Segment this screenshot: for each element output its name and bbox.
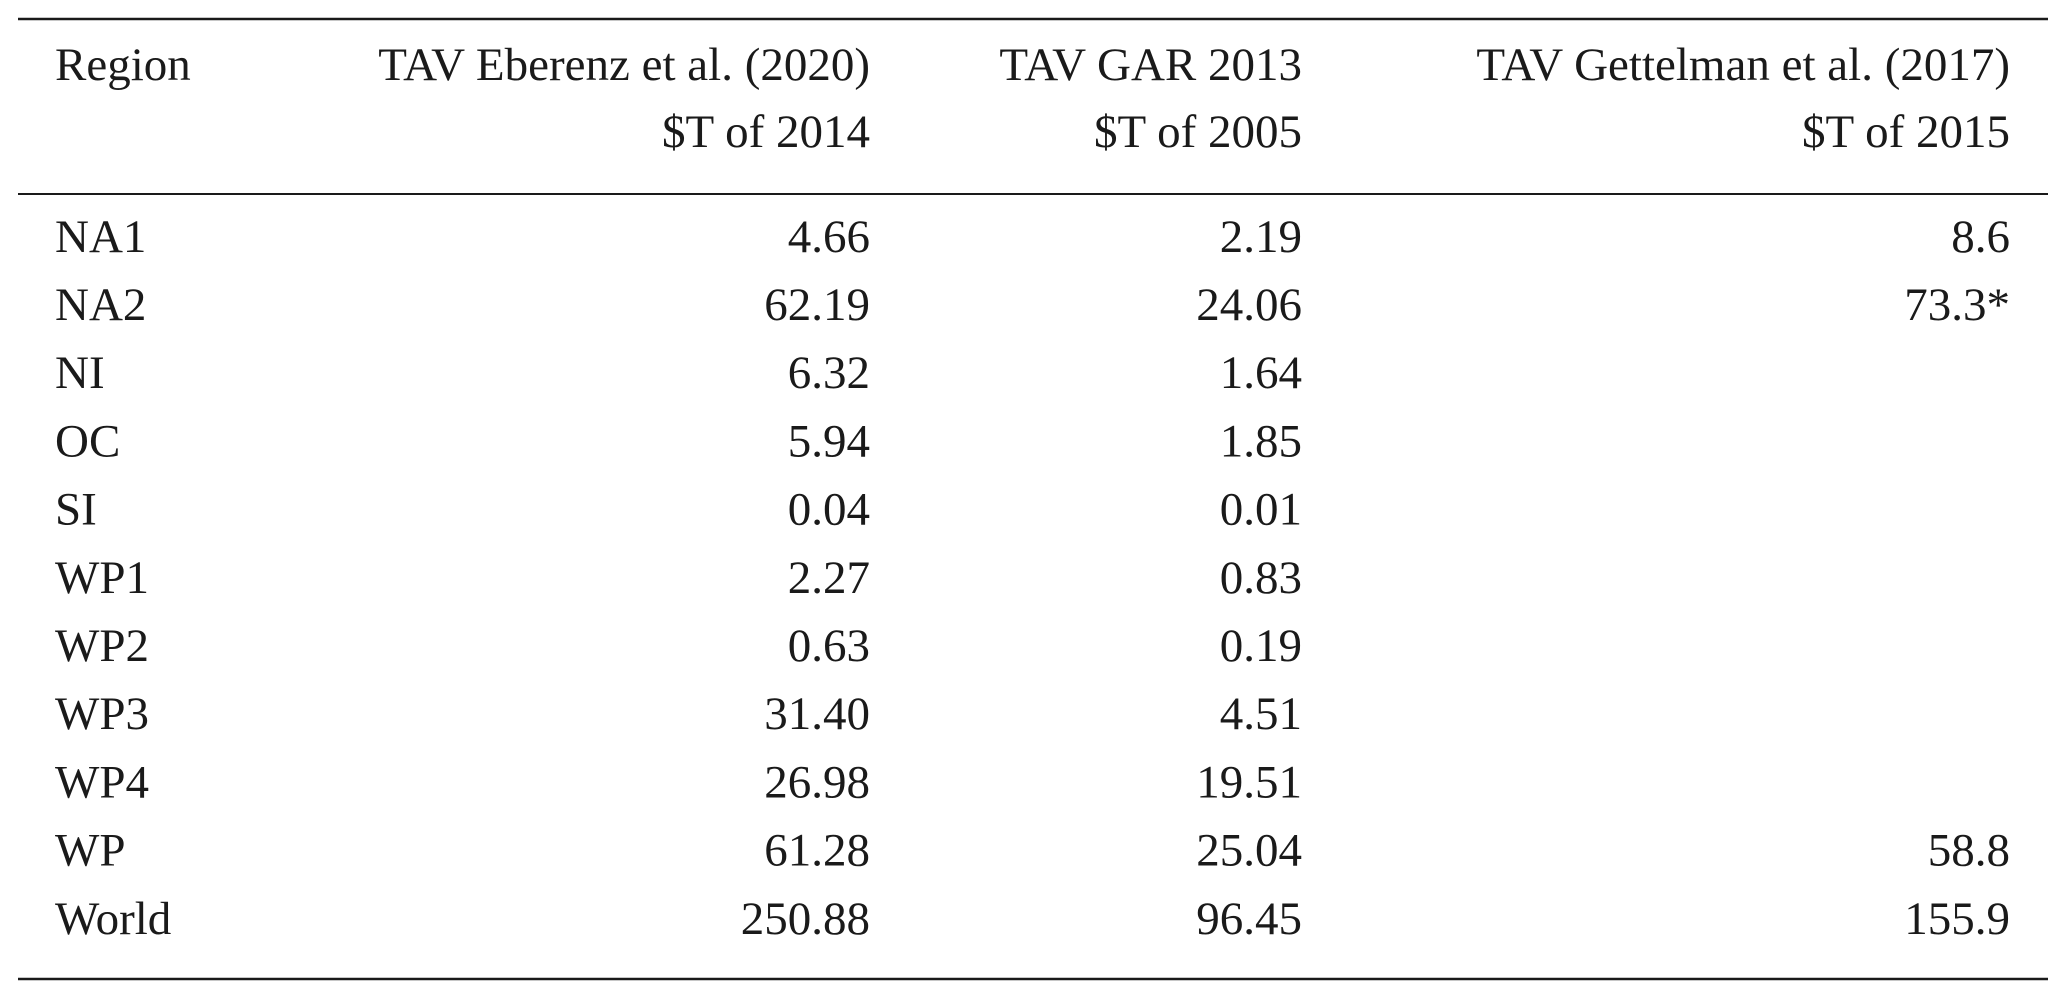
row-label: WP4	[55, 756, 149, 808]
column-header: TAV Eberenz et al. (2020)	[378, 39, 870, 91]
cell: 1.64	[1220, 347, 1302, 399]
cell: 4.66	[788, 211, 870, 263]
row-label: WP	[55, 825, 126, 877]
cell: 24.06	[1196, 279, 1302, 331]
cell: 61.28	[764, 825, 870, 877]
cell: 2.19	[1220, 211, 1302, 263]
cell: 250.88	[741, 893, 870, 945]
cell: 4.51	[1220, 688, 1302, 740]
row-label: WP2	[55, 620, 149, 672]
column-header: $T of 2005	[1094, 106, 1302, 158]
row-label: World	[55, 893, 171, 945]
cell: 0.19	[1220, 620, 1302, 672]
cell: 0.63	[788, 620, 870, 672]
column-header: $T of 2014	[662, 106, 870, 158]
cell: 6.32	[788, 347, 870, 399]
cell: 0.01	[1220, 484, 1302, 536]
cell: 19.51	[1196, 756, 1302, 808]
cell: 0.04	[788, 484, 870, 536]
cell: 155.9	[1904, 893, 2010, 945]
row-label: NI	[55, 347, 105, 399]
cell: 0.83	[1220, 552, 1302, 604]
cell: 2.27	[788, 552, 870, 604]
row-label: OC	[55, 415, 120, 467]
cell: 25.04	[1196, 825, 1302, 877]
row-label: WP3	[55, 688, 149, 740]
row-label: WP1	[55, 552, 149, 604]
row-label: SI	[55, 484, 97, 536]
column-header: Region	[55, 39, 191, 91]
cell: 1.85	[1220, 415, 1302, 467]
column-header: $T of 2015	[1802, 106, 2010, 158]
row-label: NA1	[55, 211, 146, 263]
cell: 96.45	[1196, 893, 1302, 945]
cell: 62.19	[764, 279, 870, 331]
cell: 26.98	[764, 756, 870, 808]
cell: 73.3*	[1904, 279, 2010, 331]
column-header: TAV GAR 2013	[999, 39, 1302, 91]
cell: 58.8	[1928, 825, 2010, 877]
row-label: NA2	[55, 279, 146, 331]
cell: 8.6	[1951, 211, 2010, 263]
column-header: TAV Gettelman et al. (2017)	[1476, 39, 2010, 91]
cell: 31.40	[764, 688, 870, 740]
cell: 5.94	[788, 415, 870, 467]
